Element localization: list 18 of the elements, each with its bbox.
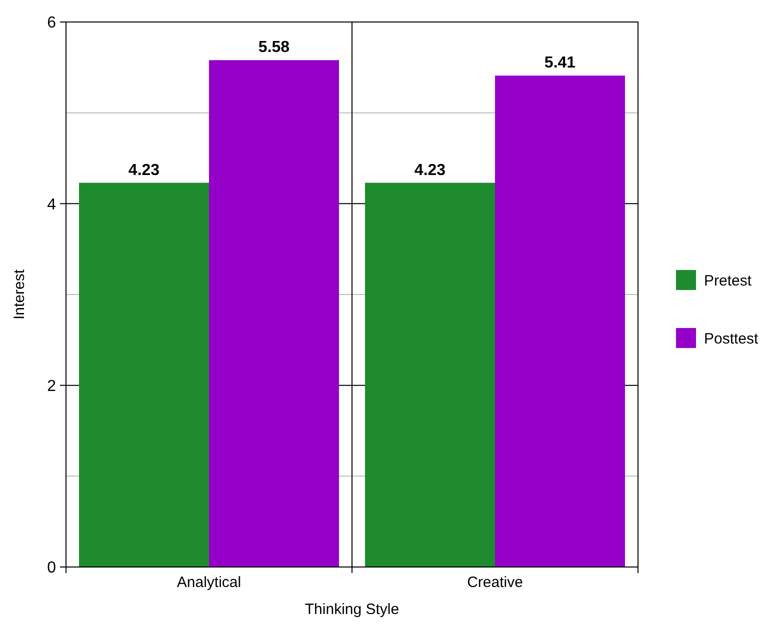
y-tick-label: 6 [47,14,56,32]
x-axis-title: Thinking Style [304,601,400,618]
bar [365,182,495,567]
y-tick-label: 2 [47,378,56,395]
x-tick-label: Creative [467,574,523,591]
y-tick-label: 4 [47,196,56,214]
data-label: 4.23 [128,162,160,179]
data-label: 5.58 [258,39,290,56]
bar [79,182,209,567]
bar [495,76,625,567]
bar [209,60,339,567]
data-label: 4.23 [414,162,446,179]
data-label: 5.41 [544,54,576,72]
legend-label: Pretest [704,272,752,290]
legend-label: Posttest [704,330,760,348]
y-tick-label: 0 [47,560,56,577]
x-tick-label: Analytical [176,574,242,591]
y-axis-title: Interest [11,268,28,320]
